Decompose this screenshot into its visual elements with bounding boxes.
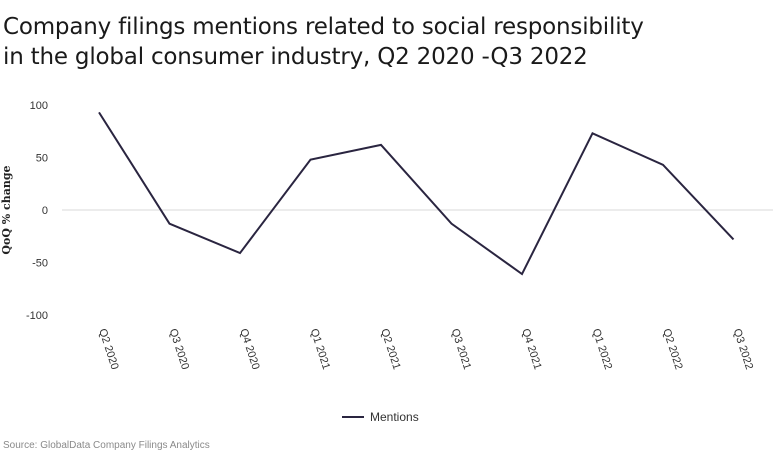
y-tick-label: -50: [32, 258, 48, 270]
chart-title-line-2: in the global consumer industry, Q2 2020…: [3, 44, 588, 70]
chart-title: Company filings mentions related to soci…: [3, 12, 763, 72]
x-tick-label: Q2 2021: [378, 327, 402, 371]
x-tick-label: Q1 2021: [308, 327, 332, 371]
x-tick-label: Q3 2022: [731, 327, 755, 371]
plot-area: [98, 111, 735, 276]
x-tick-label: Q3 2021: [449, 327, 473, 371]
legend-label-mentions: Mentions: [370, 410, 419, 424]
line-chart: 100 50 0 -50 -100 QoQ % change Q2 2020 Q3 202…: [0, 100, 773, 371]
y-tick-label: 0: [42, 205, 48, 217]
y-tick-label: 100: [30, 100, 48, 112]
source-note: Source: GlobalData Company Filings Analy…: [3, 440, 210, 451]
x-tick-label: Q4 2020: [237, 327, 261, 371]
chart-title-line-1: Company filings mentions related to soci…: [3, 14, 644, 40]
x-tick-label: Q2 2022: [660, 327, 684, 371]
y-tick-label: -100: [26, 310, 48, 322]
y-tick-label: 50: [36, 153, 48, 165]
series-line-mentions: [98, 111, 735, 276]
x-tick-label: Q1 2022: [590, 327, 614, 371]
y-axis: 100 50 0 -50 -100: [26, 100, 48, 322]
x-tick-label: Q2 2020: [96, 327, 120, 371]
y-axis-label: QoQ % change: [0, 165, 13, 254]
legend-swatch-mentions: [342, 416, 364, 418]
x-axis: Q2 2020 Q3 2020 Q4 2020 Q1 2021 Q2 2021 Q3 20…: [96, 327, 755, 371]
legend: Mentions: [342, 410, 419, 424]
x-tick-label: Q3 2020: [167, 327, 191, 371]
x-tick-label: Q4 2021: [519, 327, 543, 371]
